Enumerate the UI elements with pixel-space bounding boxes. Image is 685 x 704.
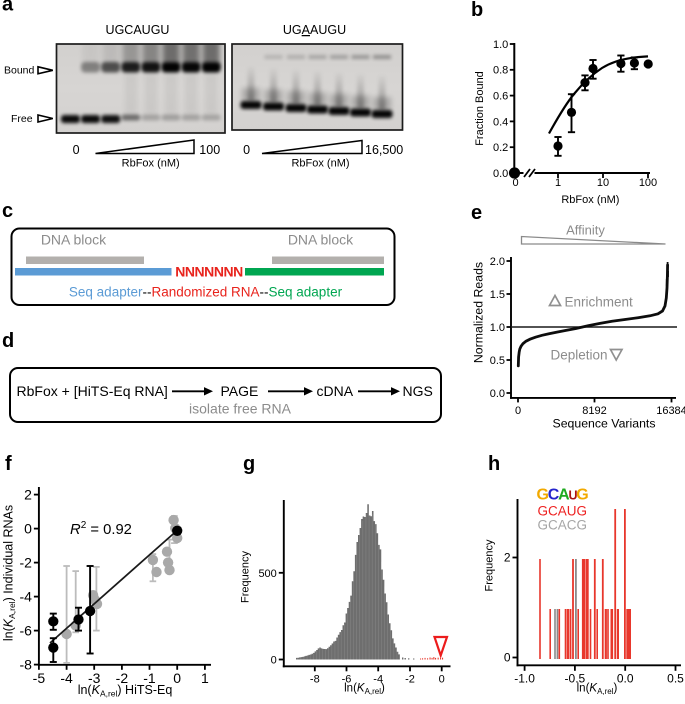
- svg-text:h: h: [488, 453, 500, 475]
- svg-text:16384: 16384: [656, 405, 685, 417]
- svg-text:-0.5: -0.5: [565, 671, 586, 685]
- svg-text:8192: 8192: [582, 405, 606, 417]
- svg-text:Fraction Bound: Fraction Bound: [474, 71, 486, 146]
- svg-text:cDNA: cDNA: [317, 383, 354, 399]
- svg-text:16,500: 16,500: [365, 143, 403, 157]
- svg-text:1: 1: [555, 177, 561, 189]
- svg-text:1.0: 1.0: [493, 39, 508, 51]
- svg-text:b: b: [471, 0, 483, 21]
- svg-text:0: 0: [24, 520, 32, 536]
- svg-text:0.8: 0.8: [493, 65, 508, 77]
- svg-text:isolate free RNA: isolate free RNA: [189, 401, 292, 417]
- svg-text:Depletion: Depletion: [551, 348, 608, 363]
- svg-text:GCACG: GCACG: [538, 518, 588, 533]
- svg-text:100: 100: [639, 177, 657, 189]
- svg-text:-4: -4: [373, 673, 383, 685]
- svg-text:0.4: 0.4: [493, 116, 508, 128]
- svg-text:0.0: 0.0: [493, 168, 508, 180]
- svg-text:-6: -6: [19, 622, 32, 638]
- svg-text:0: 0: [243, 143, 250, 157]
- svg-text:-1.0: -1.0: [514, 671, 535, 685]
- svg-text:-6: -6: [342, 673, 352, 685]
- svg-text:g: g: [243, 453, 255, 475]
- svg-text:0: 0: [73, 143, 80, 157]
- svg-text:0.0: 0.0: [490, 388, 505, 400]
- svg-text:1.5: 1.5: [490, 289, 505, 301]
- svg-text:500: 500: [258, 568, 276, 580]
- svg-text:-4: -4: [19, 588, 32, 604]
- svg-text:-8: -8: [310, 673, 320, 685]
- svg-text:0.5: 0.5: [667, 671, 684, 685]
- svg-text:100: 100: [199, 143, 220, 157]
- svg-text:GCAUG: GCAUG: [538, 504, 588, 519]
- svg-text:0: 0: [271, 655, 277, 667]
- svg-text:Normalized Reads: Normalized Reads: [472, 262, 486, 363]
- svg-text:Bound: Bound: [4, 65, 35, 77]
- svg-text:RbFox + [HiTS-Eq RNA]: RbFox + [HiTS-Eq RNA]: [17, 383, 168, 399]
- svg-text:UGAAUGU: UGAAUGU: [283, 23, 346, 37]
- svg-text:-2: -2: [405, 673, 415, 685]
- svg-text:0: 0: [515, 405, 521, 417]
- svg-text:DNA block: DNA block: [288, 232, 354, 248]
- svg-text:-2: -2: [116, 670, 129, 686]
- svg-text:-8: -8: [19, 656, 32, 672]
- svg-text:0: 0: [512, 177, 518, 189]
- svg-text:Enrichment: Enrichment: [565, 295, 634, 310]
- svg-text:Frequency: Frequency: [484, 539, 496, 591]
- svg-text:RbFox (nM): RbFox (nM): [561, 194, 619, 206]
- svg-text:0: 0: [504, 651, 511, 665]
- svg-text:d: d: [2, 330, 14, 352]
- svg-text:c: c: [2, 200, 13, 222]
- svg-text:e: e: [471, 202, 482, 224]
- svg-text:0.2: 0.2: [493, 142, 508, 154]
- svg-text:Affinity: Affinity: [566, 223, 605, 238]
- svg-text:-4: -4: [60, 670, 73, 686]
- svg-text:2: 2: [24, 486, 32, 502]
- svg-text:ln(KA,rel) HiTS-Eq: ln(KA,rel) HiTS-Eq: [78, 683, 173, 699]
- svg-text:2: 2: [504, 551, 511, 565]
- svg-text:-3: -3: [88, 670, 101, 686]
- svg-text:1: 1: [201, 670, 209, 686]
- svg-text:RbFox (nM): RbFox (nM): [122, 158, 180, 170]
- svg-text:NNNNNNN: NNNNNNN: [175, 264, 243, 280]
- svg-text:Free: Free: [11, 113, 33, 125]
- svg-text:DNA block: DNA block: [41, 232, 107, 248]
- svg-text:0.0: 0.0: [617, 671, 634, 685]
- svg-text:10: 10: [597, 177, 609, 189]
- svg-text:2.0: 2.0: [490, 256, 505, 268]
- svg-text:GCAUG: GCAUG: [537, 487, 589, 504]
- svg-text:0: 0: [439, 673, 445, 685]
- svg-text:Frequency: Frequency: [240, 551, 252, 603]
- svg-text:Seq adapter--Randomized RNA--S: Seq adapter--Randomized RNA--Seq adapter: [69, 285, 343, 300]
- svg-text:UGCAUGU: UGCAUGU: [106, 23, 170, 37]
- svg-text:RbFox (nM): RbFox (nM): [291, 158, 349, 170]
- svg-text:-2: -2: [19, 554, 32, 570]
- svg-text:f: f: [5, 453, 12, 475]
- svg-text:-5: -5: [33, 670, 46, 686]
- svg-text:PAGE: PAGE: [221, 383, 259, 399]
- svg-text:ln(KA,rel) Individual RNAs: ln(KA,rel) Individual RNAs: [2, 505, 18, 641]
- svg-text:R2 = 0.92: R2 = 0.92: [70, 520, 132, 538]
- svg-text:1.0: 1.0: [490, 322, 505, 334]
- svg-text:NGS: NGS: [403, 383, 433, 399]
- svg-text:a: a: [2, 0, 14, 16]
- svg-text:0: 0: [173, 670, 181, 686]
- svg-text:0.6: 0.6: [493, 91, 508, 103]
- svg-text:0.5: 0.5: [490, 355, 505, 367]
- svg-text:Sequence Variants: Sequence Variants: [553, 416, 656, 430]
- svg-text:-1: -1: [143, 670, 156, 686]
